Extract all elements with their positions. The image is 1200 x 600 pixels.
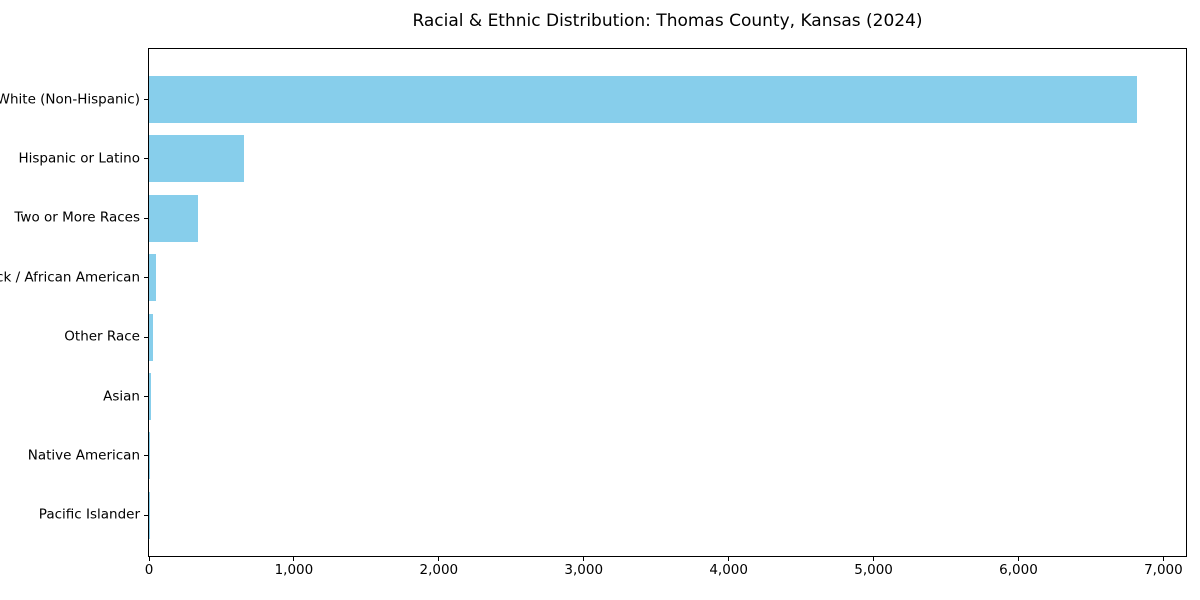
chart-title: Racial & Ethnic Distribution: Thomas Cou… (412, 11, 923, 31)
y-tick-label-pacific-islander: Pacific Islander (38, 506, 140, 523)
y-tick-mark (144, 99, 148, 100)
bar-black-african-american (149, 254, 156, 302)
x-tick-mark (438, 557, 440, 561)
y-tick-label-black-african-american: Black / African American (0, 268, 140, 285)
y-tick-mark (144, 396, 148, 397)
bar-hispanic-or-latino (149, 135, 244, 183)
x-tick-mark (873, 557, 875, 561)
bar-other-race (149, 313, 153, 361)
y-tick-label-other-race: Other Race (64, 328, 140, 345)
y-tick-label-white-non-hispanic: White (Non-Hispanic) (0, 90, 140, 107)
y-tick-mark (144, 455, 148, 457)
y-tick-mark (144, 277, 148, 279)
bar-white-non-hispanic (149, 76, 1137, 123)
y-tick-label-hispanic-or-latino: Hispanic or Latino (18, 150, 140, 167)
x-tick-mark (728, 557, 730, 561)
bars-layer (149, 49, 1186, 556)
x-tick-mark (293, 557, 295, 561)
y-tick-mark (144, 514, 148, 516)
x-tick-mark (583, 557, 585, 561)
bar-asian (149, 373, 152, 420)
x-tick-mark (1162, 557, 1164, 561)
bar-two-or-more-races (149, 194, 198, 242)
x-tick-label-1000: 1,000 (274, 562, 314, 578)
x-tick-label-6000: 6,000 (999, 562, 1038, 578)
y-tick-mark (144, 336, 148, 338)
y-tick-label-native-american: Native American (27, 447, 140, 464)
y-tick-label-two-or-more-races: Two or More Races (14, 209, 140, 226)
y-tick-label-asian: Asian (103, 387, 140, 404)
y-tick-mark (144, 158, 148, 160)
plot-area: White (Non-Hispanic) Hispanic or Latino Tw… (0, 48, 1187, 577)
x-tick-label-7000: 7,000 (1144, 562, 1183, 578)
x-axis: 0 1,000 2,000 3,000 4,000 5,000 6,000 7,000 (145, 49, 1186, 577)
y-axis: White (Non-Hispanic) Hispanic or Latino Tw… (0, 49, 1186, 556)
x-tick-label-4000: 4,000 (709, 562, 748, 578)
x-tick-mark (148, 557, 150, 561)
x-tick-label-0: 0 (144, 562, 154, 578)
x-tick-label-3000: 3,000 (564, 562, 604, 578)
y-tick-mark (144, 217, 148, 219)
bar-native-american (149, 432, 151, 480)
x-tick-label-2000: 2,000 (419, 562, 459, 578)
x-tick-label-5000: 5,000 (854, 562, 893, 578)
x-tick-mark (1017, 557, 1019, 561)
